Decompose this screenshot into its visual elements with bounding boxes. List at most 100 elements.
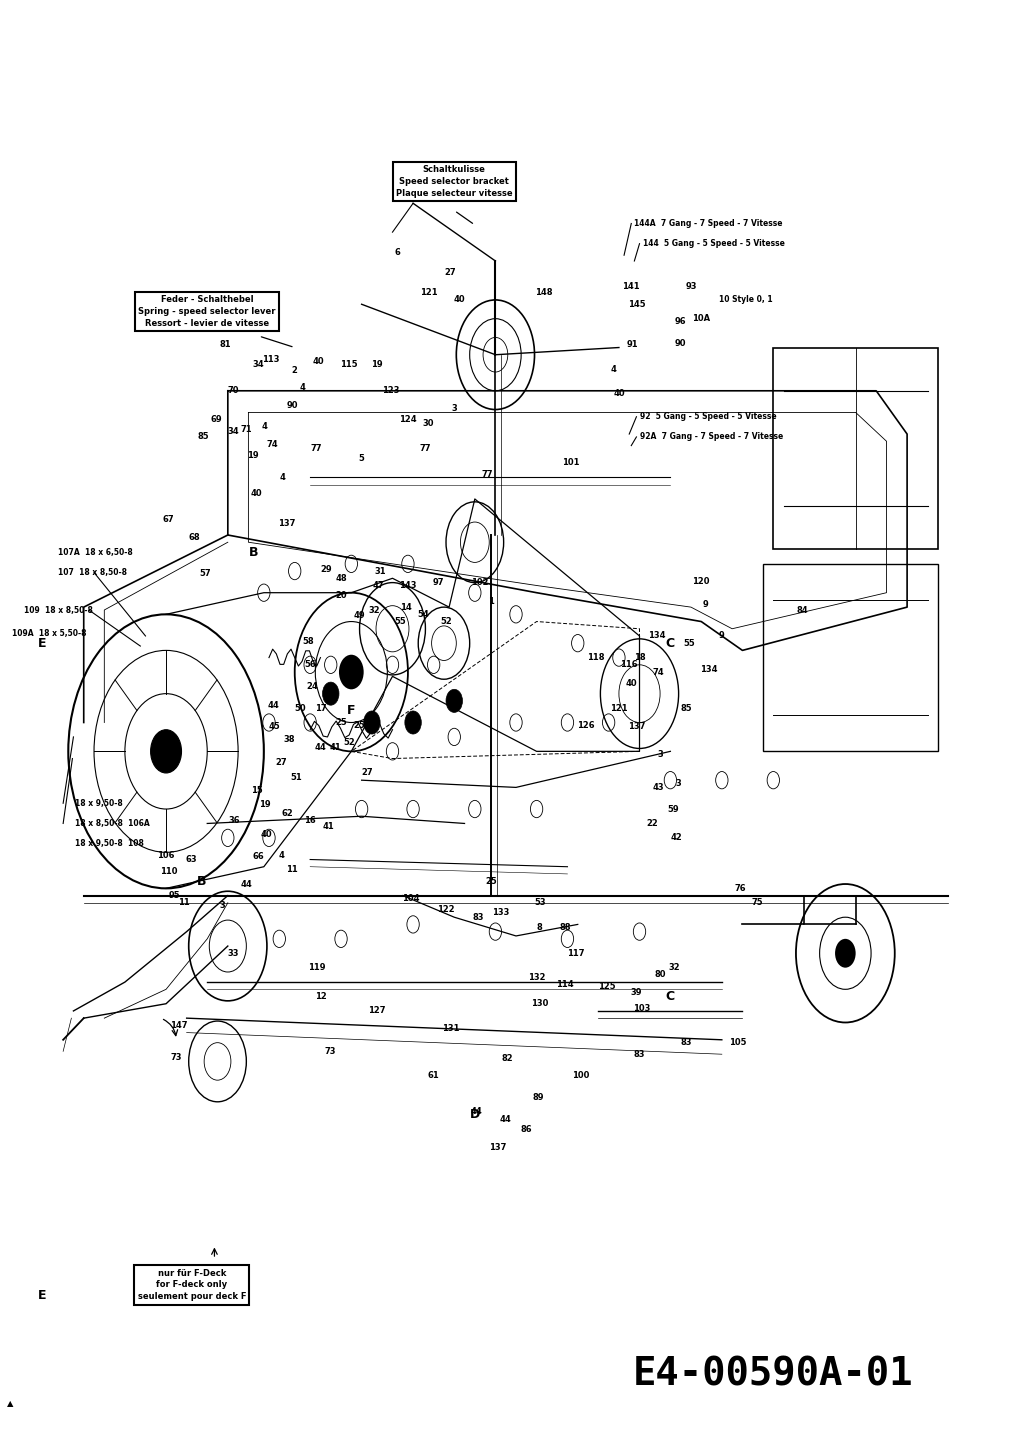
Text: 41: 41 <box>323 822 334 831</box>
Text: 29: 29 <box>321 565 332 574</box>
Text: 18 x 9,50-8: 18 x 9,50-8 <box>75 799 123 808</box>
Text: 148: 148 <box>535 288 552 298</box>
Text: E: E <box>38 637 46 650</box>
Text: 89: 89 <box>533 1092 545 1103</box>
Bar <box>763 564 938 751</box>
Text: 83: 83 <box>473 913 484 922</box>
Text: 74: 74 <box>652 668 664 676</box>
Text: 96: 96 <box>675 316 686 327</box>
Text: 25: 25 <box>485 877 497 886</box>
Text: 34: 34 <box>227 426 238 436</box>
Text: 73: 73 <box>170 1052 182 1062</box>
Text: 2: 2 <box>292 366 297 376</box>
Text: 107A  18 x 6,50-8: 107A 18 x 6,50-8 <box>58 548 133 556</box>
Text: 22: 22 <box>646 819 657 828</box>
Text: 44: 44 <box>499 1114 512 1124</box>
Text: 86: 86 <box>520 1124 533 1134</box>
Text: 95: 95 <box>168 892 181 900</box>
Text: 102: 102 <box>472 578 489 587</box>
Text: 19: 19 <box>372 360 383 370</box>
Text: C: C <box>666 637 675 650</box>
Text: 4: 4 <box>262 422 268 432</box>
Text: 18: 18 <box>634 653 645 662</box>
Text: ▲: ▲ <box>6 1399 13 1407</box>
Text: 32: 32 <box>368 605 380 614</box>
Text: 110: 110 <box>160 867 178 876</box>
Text: B: B <box>197 874 206 887</box>
Circle shape <box>405 711 421 734</box>
Text: 73: 73 <box>325 1046 336 1056</box>
Text: 109  18 x 8,50-8: 109 18 x 8,50-8 <box>24 605 93 614</box>
Text: 40: 40 <box>454 295 465 305</box>
Text: 40: 40 <box>313 357 324 367</box>
Circle shape <box>323 682 338 705</box>
Text: 125: 125 <box>598 983 615 991</box>
Text: 5: 5 <box>359 454 364 462</box>
Text: 85: 85 <box>680 704 691 712</box>
Circle shape <box>835 939 856 968</box>
Text: 92  5 Gang - 5 Speed - 5 Vitesse: 92 5 Gang - 5 Speed - 5 Vitesse <box>640 412 776 422</box>
Text: 62: 62 <box>282 809 293 818</box>
Text: C: C <box>666 990 675 1003</box>
Text: 49: 49 <box>354 611 365 620</box>
Text: 44: 44 <box>471 1107 483 1117</box>
Text: 27: 27 <box>361 769 373 777</box>
Text: 40: 40 <box>260 831 271 840</box>
Text: 75: 75 <box>751 899 763 907</box>
Text: 38: 38 <box>284 736 295 744</box>
Text: 52: 52 <box>440 617 452 626</box>
Text: 137: 137 <box>489 1143 506 1153</box>
Text: 18 x 9,50-8  108: 18 x 9,50-8 108 <box>75 840 144 848</box>
Text: 27: 27 <box>276 759 287 767</box>
Text: 44: 44 <box>315 743 326 751</box>
Text: 59: 59 <box>668 805 679 814</box>
Text: 81: 81 <box>220 340 231 350</box>
Text: 3: 3 <box>657 750 663 759</box>
Text: 32: 32 <box>669 964 680 972</box>
Text: 144  5 Gang - 5 Speed - 5 Vitesse: 144 5 Gang - 5 Speed - 5 Vitesse <box>643 240 784 249</box>
Text: 137: 137 <box>627 722 645 731</box>
Text: 8: 8 <box>537 923 543 932</box>
Text: 14: 14 <box>400 603 412 611</box>
Circle shape <box>151 730 182 773</box>
Text: 51: 51 <box>290 773 301 782</box>
Text: 83: 83 <box>680 1038 691 1048</box>
Text: E: E <box>38 1289 46 1302</box>
Text: 1: 1 <box>488 597 494 605</box>
Text: 107  18 x 8,50-8: 107 18 x 8,50-8 <box>58 568 127 577</box>
Text: 16: 16 <box>304 816 316 825</box>
Text: 11: 11 <box>178 899 190 907</box>
Text: 84: 84 <box>797 605 808 614</box>
Text: 4: 4 <box>300 383 305 393</box>
Text: 3: 3 <box>220 902 226 910</box>
Text: D: D <box>470 1108 480 1121</box>
Text: 27: 27 <box>445 267 456 277</box>
Text: Feder - Schalthebel
Spring - speed selector lever
Ressort - levier de vitesse: Feder - Schalthebel Spring - speed selec… <box>138 295 276 328</box>
Text: 55: 55 <box>395 617 407 626</box>
Text: 71: 71 <box>240 425 252 435</box>
Text: 47: 47 <box>373 581 384 590</box>
Text: 18 x 8,50-8  106A: 18 x 8,50-8 106A <box>75 819 151 828</box>
Text: 12: 12 <box>315 993 326 1001</box>
Text: 114: 114 <box>555 981 573 990</box>
Text: 131: 131 <box>443 1023 460 1033</box>
Text: 77: 77 <box>311 444 322 452</box>
Text: 11: 11 <box>286 866 297 874</box>
Circle shape <box>446 689 462 712</box>
Text: 54: 54 <box>418 610 429 618</box>
Text: 17: 17 <box>315 704 326 712</box>
Text: 121: 121 <box>420 288 438 298</box>
Text: 24: 24 <box>307 682 318 691</box>
Text: 3: 3 <box>451 403 457 413</box>
Text: 68: 68 <box>188 533 199 542</box>
Text: 36: 36 <box>228 816 239 825</box>
Text: nur für F-Deck
for F-deck only
seulement pour deck F: nur für F-Deck for F-deck only seulement… <box>137 1269 246 1302</box>
Text: 41: 41 <box>330 743 342 751</box>
Text: 70: 70 <box>227 386 238 396</box>
Text: 40: 40 <box>613 389 624 399</box>
Text: 43: 43 <box>652 783 664 792</box>
Text: 19: 19 <box>247 451 258 460</box>
Text: 56: 56 <box>304 660 316 669</box>
Text: 134: 134 <box>700 665 717 673</box>
Text: 106: 106 <box>157 851 174 860</box>
